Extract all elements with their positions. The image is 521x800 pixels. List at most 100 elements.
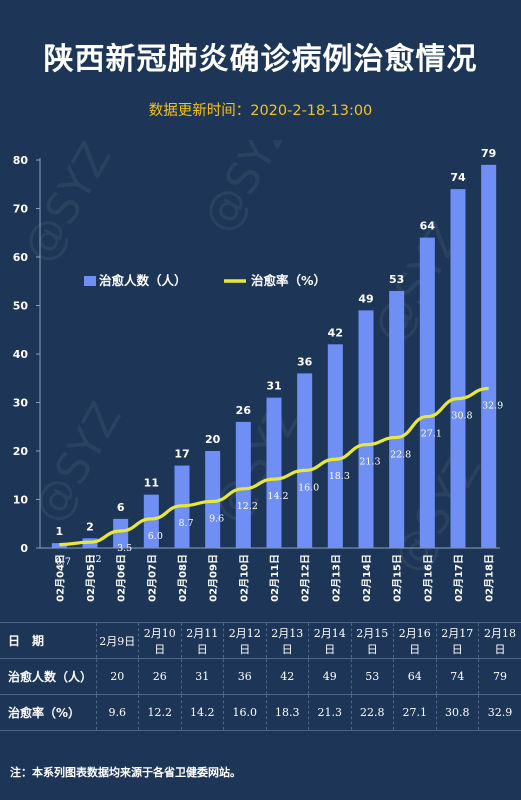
cured-cell: 42: [265, 658, 309, 695]
bar: [205, 451, 221, 548]
rate-value-label: 30.8: [451, 411, 472, 422]
bar-value-label: 53: [389, 273, 404, 286]
y-tick-label: 20: [13, 445, 29, 458]
row-header-rate: 治愈率（%）: [0, 694, 96, 731]
rate-value-label: 6.0: [148, 531, 163, 542]
y-tick-label: 50: [13, 300, 29, 313]
x-tick-label: 02月16日: [422, 554, 434, 602]
source-note: 注：本系列图表数据均来源于各省卫健委网站。: [10, 766, 241, 779]
x-tick-label: 02月13日: [330, 554, 342, 602]
bar: [450, 189, 466, 548]
cured-cell: 74: [435, 658, 479, 695]
cure-chart: @SYZ@SYZ@SYZ@SYZ@SYZ@SYZ@SYZ@SYZ@SYZ0102…: [13, 140, 504, 602]
legend-line-label: 治愈率（%）: [251, 273, 326, 288]
bar-value-label: 74: [450, 171, 466, 184]
bar: [389, 290, 405, 548]
rate-value-label: 8.7: [178, 518, 193, 529]
bar-value-label: 26: [236, 404, 252, 417]
cured-cell: 53: [350, 658, 394, 695]
bar: [297, 373, 313, 548]
bar-value-label: 17: [174, 448, 189, 461]
rate-cell: 14.2: [180, 694, 224, 731]
rate-value-label: 9.6: [209, 513, 224, 524]
x-tick-label: 02月14日: [361, 554, 373, 602]
bar: [419, 237, 435, 548]
y-tick-label: 0: [20, 542, 28, 555]
watermark-text: @SYZ: [193, 140, 302, 241]
bar: [327, 344, 343, 548]
date-cell: 2月10日: [138, 622, 181, 659]
rate-cell: 16.0: [223, 694, 266, 731]
cured-cell: 26: [138, 658, 181, 695]
x-tick-label: 02月05日: [85, 554, 97, 602]
y-tick-label: 70: [13, 203, 29, 216]
bar-value-label: 20: [205, 433, 221, 446]
table-row-rate: 治愈率（%） 9.6 12.2 14.2 16.0 18.3 21.3 22.8…: [0, 694, 521, 731]
bar-value-label: 42: [328, 326, 343, 339]
bar: [266, 397, 282, 548]
rate-cell: 30.8: [435, 694, 479, 731]
watermark-text: @SYZ: [23, 394, 132, 531]
y-tick-label: 60: [13, 251, 29, 264]
bar-value-label: 6: [117, 501, 125, 514]
rate-cell: 9.6: [95, 694, 139, 731]
date-cell: 2月12日: [223, 622, 266, 659]
bar-value-label: 31: [266, 380, 281, 393]
watermark-text: @SYZ: [13, 140, 122, 271]
x-tick-label: 02月07日: [146, 554, 158, 602]
x-tick-label: 02月09日: [208, 554, 220, 602]
rate-value-label: 16.0: [298, 482, 319, 493]
cured-cell: 49: [308, 658, 351, 695]
rate-value-label: 14.2: [267, 491, 288, 502]
x-tick-label: 02月11日: [269, 554, 281, 602]
date-cell: 2月17日: [435, 622, 479, 659]
bar: [481, 164, 497, 548]
legend-bar-label: 治愈人数（人）: [99, 273, 187, 288]
bar: [358, 310, 374, 548]
x-tick-label: 02月17日: [453, 554, 465, 602]
rate-cell: 27.1: [393, 694, 436, 731]
cured-cell: 79: [478, 658, 521, 695]
rate-cell: 18.3: [265, 694, 309, 731]
rate-cell: 22.8: [350, 694, 394, 731]
rate-value-label: 21.3: [359, 457, 380, 468]
date-cell: 2月9日: [95, 622, 139, 659]
table-row-cured: 治愈人数（人） 20 26 31 36 42 49 53 64 74 79: [0, 658, 521, 695]
cured-cell: 31: [180, 658, 224, 695]
rate-value-label: 32.9: [482, 400, 503, 411]
table-row-dates: 日 期 2月9日 2月10日 2月11日 2月12日 2月13日 2月14日 2…: [0, 622, 521, 659]
cured-cell: 64: [393, 658, 436, 695]
rate-line: [59, 386, 489, 547]
bar: [143, 494, 159, 548]
bar: [235, 421, 251, 548]
page-title: 陕西新冠肺炎确诊病例治愈情况: [43, 42, 478, 77]
data-table: 日 期 2月9日 2月10日 2月11日 2月12日 2月13日 2月14日 2…: [0, 622, 521, 731]
date-cell: 2月13日: [265, 622, 309, 659]
row-header-cured: 治愈人数（人）: [0, 658, 96, 695]
bar: [113, 518, 129, 548]
date-cell: 2月15日: [350, 622, 394, 659]
bar-value-label: 2: [86, 520, 94, 533]
rate-value-label: 1.2: [86, 554, 101, 565]
bar-value-label: 64: [420, 220, 436, 233]
data-table-section: 日 期 2月9日 2月10日 2月11日 2月12日 2月13日 2月14日 2…: [0, 622, 521, 731]
rate-value-label: 27.1: [421, 429, 442, 440]
y-tick-label: 10: [13, 494, 29, 507]
bar-value-label: 49: [358, 292, 373, 305]
bar-value-label: 36: [297, 355, 313, 368]
x-tick-label: 02月18日: [484, 554, 496, 602]
x-tick-label: 02月04日: [54, 554, 66, 602]
rate-cell: 12.2: [138, 694, 181, 731]
bar-value-label: 79: [481, 147, 496, 160]
x-tick-label: 02月10日: [238, 554, 250, 602]
x-tick-label: 02月08日: [177, 554, 189, 602]
rate-value-label: 0.7: [56, 557, 71, 568]
date-cell: 2月11日: [180, 622, 224, 659]
x-tick-label: 02月15日: [392, 554, 404, 602]
rate-value-label: 12.2: [237, 501, 258, 512]
update-time: 数据更新时间：2020-2-18-13:00: [148, 103, 373, 119]
bar: [51, 543, 67, 548]
bar-value-label: 11: [144, 477, 159, 490]
rate-value-label: 3.5: [117, 543, 132, 554]
rate-cell: 32.9: [478, 694, 521, 731]
